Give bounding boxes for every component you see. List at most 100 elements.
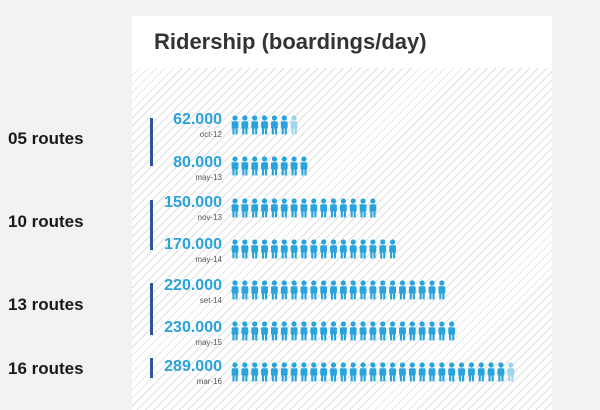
person-icon (359, 321, 367, 341)
person-icon (379, 362, 387, 382)
person-icon (369, 280, 377, 300)
date-label: nov-13 (197, 213, 222, 222)
person-icon (271, 198, 278, 218)
person-icon (241, 115, 249, 135)
person-icon (290, 362, 298, 382)
person-icon (251, 156, 259, 176)
person-icon (271, 280, 278, 300)
value-label: 150.000 (164, 194, 222, 211)
person-icon (507, 362, 515, 382)
person-icon (241, 239, 249, 259)
person-icon (330, 280, 337, 300)
person-icon (241, 280, 249, 300)
person-icon (271, 321, 278, 341)
person-icon (261, 321, 268, 341)
person-icon (369, 362, 377, 382)
value-label: 230.000 (164, 319, 222, 336)
person-icon (290, 156, 298, 176)
person-icon (468, 362, 475, 382)
person-icon (290, 321, 298, 341)
person-icon (290, 115, 298, 135)
group-label: 10 routes (8, 212, 84, 231)
person-icon (280, 321, 288, 341)
person-icon (448, 321, 456, 341)
date-label: may-15 (195, 338, 222, 347)
date-label: set-14 (199, 296, 222, 305)
person-icon (389, 280, 396, 300)
person-icon (231, 362, 239, 382)
person-icon (310, 239, 318, 259)
person-icon (428, 321, 436, 341)
icon-row (231, 239, 396, 259)
person-icon (379, 280, 387, 300)
person-icon (408, 321, 416, 341)
icon-row (231, 280, 446, 300)
person-icon (428, 280, 436, 300)
group-bracket (150, 118, 153, 166)
person-icon (300, 362, 308, 382)
person-icon (261, 239, 268, 259)
person-icon (428, 362, 436, 382)
person-icon (339, 198, 347, 218)
icon-row (231, 156, 308, 176)
value-label: 62.000 (173, 111, 222, 128)
date-label: may-13 (195, 173, 222, 182)
person-icon (339, 280, 347, 300)
group-label: 13 routes (8, 295, 84, 314)
person-icon (290, 239, 298, 259)
person-icon (359, 362, 367, 382)
person-icon (261, 362, 268, 382)
person-icon (399, 280, 406, 300)
person-icon (310, 321, 318, 341)
value-label: 170.000 (164, 236, 222, 253)
person-icon (408, 280, 416, 300)
value-label: 220.000 (164, 277, 222, 294)
person-icon (389, 239, 396, 259)
person-icon (330, 198, 337, 218)
person-icon (349, 280, 357, 300)
person-icon (320, 239, 328, 259)
chart-title: Ridership (boardings/day) (154, 29, 427, 54)
person-icon (339, 362, 347, 382)
icon-row (231, 362, 515, 382)
person-icon (330, 321, 337, 341)
person-icon (349, 362, 357, 382)
person-icon (320, 321, 328, 341)
person-icon (310, 280, 318, 300)
person-icon (231, 321, 239, 341)
person-icon (290, 198, 298, 218)
person-icon (320, 362, 328, 382)
person-icon (271, 239, 278, 259)
person-icon (231, 115, 239, 135)
person-icon (330, 362, 337, 382)
person-icon (280, 239, 288, 259)
person-icon (300, 156, 308, 176)
person-icon (231, 239, 239, 259)
person-icon (379, 321, 387, 341)
title-box: Ridership (boardings/day) (132, 16, 552, 68)
person-icon (369, 198, 377, 218)
person-icon (271, 362, 278, 382)
person-icon (320, 198, 328, 218)
person-icon (271, 115, 278, 135)
hatched-panel (132, 68, 552, 410)
person-icon (251, 280, 259, 300)
person-icon (251, 239, 259, 259)
person-icon (487, 362, 495, 382)
value-label: 289.000 (164, 358, 222, 375)
person-icon (418, 362, 426, 382)
person-icon (280, 280, 288, 300)
person-icon (408, 362, 416, 382)
group-bracket (150, 358, 153, 378)
person-icon (349, 321, 357, 341)
value-label: 80.000 (173, 154, 222, 171)
person-icon (310, 362, 318, 382)
person-icon (241, 362, 249, 382)
person-icon (438, 280, 446, 300)
person-icon (418, 280, 426, 300)
person-icon (261, 156, 268, 176)
person-icon (389, 362, 396, 382)
group-bracket (150, 283, 153, 335)
